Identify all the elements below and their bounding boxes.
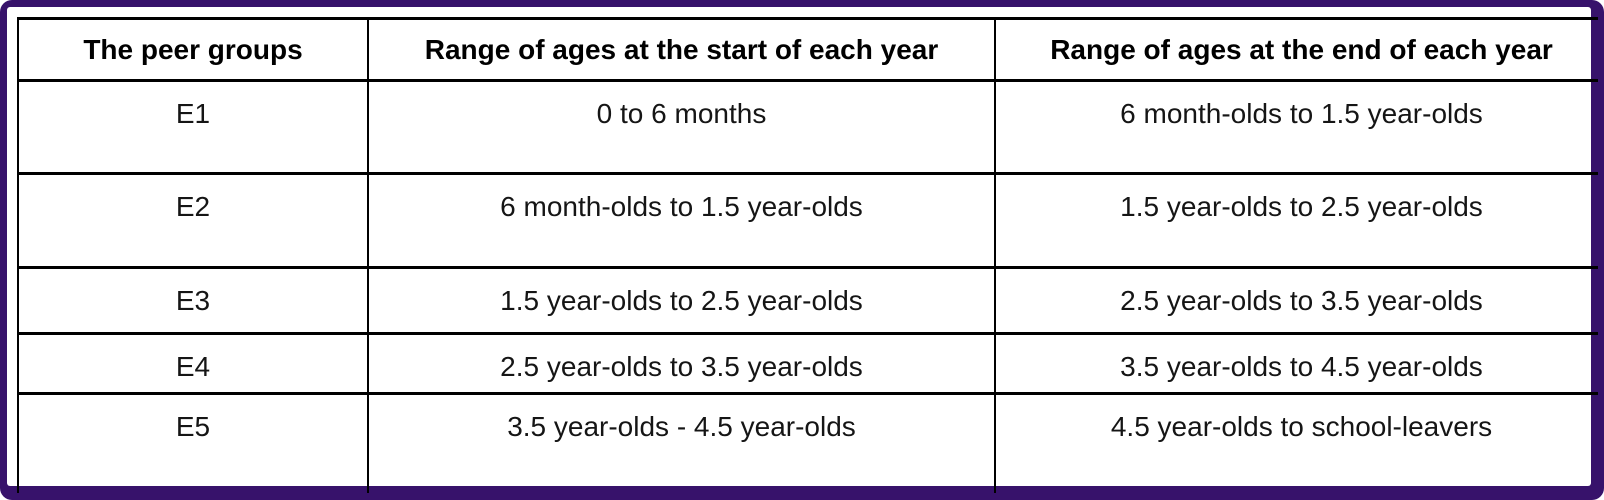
- page-background: The peer groups Range of ages at the sta…: [7, 7, 1598, 493]
- header-end-range: Range of ages at the end of each year: [994, 17, 1598, 82]
- start-range-cell: 0 to 6 months: [367, 79, 996, 175]
- peer-group-cell: E1: [17, 79, 369, 175]
- table-row: E3 1.5 year-olds to 2.5 year-olds 2.5 ye…: [17, 266, 1598, 335]
- peer-groups-table: The peer groups Range of ages at the sta…: [17, 17, 1598, 493]
- end-range-cell: 3.5 year-olds to 4.5 year-olds: [994, 332, 1598, 395]
- peer-group-cell: E5: [17, 392, 369, 493]
- peer-group-cell: E4: [17, 332, 369, 395]
- header-start-range: Range of ages at the start of each year: [367, 17, 996, 82]
- end-range-cell: 1.5 year-olds to 2.5 year-olds: [994, 172, 1598, 269]
- start-range-cell: 1.5 year-olds to 2.5 year-olds: [367, 266, 996, 335]
- start-range-cell: 2.5 year-olds to 3.5 year-olds: [367, 332, 996, 395]
- start-range-cell: 6 month-olds to 1.5 year-olds: [367, 172, 996, 269]
- table-row: E4 2.5 year-olds to 3.5 year-olds 3.5 ye…: [17, 332, 1598, 395]
- header-row: The peer groups Range of ages at the sta…: [17, 17, 1598, 82]
- peer-group-cell: E3: [17, 266, 369, 335]
- end-range-cell: 4.5 year-olds to school-leavers: [994, 392, 1598, 493]
- end-range-cell: 6 month-olds to 1.5 year-olds: [994, 79, 1598, 175]
- table-row: E5 3.5 year-olds - 4.5 year-olds 4.5 yea…: [17, 392, 1598, 493]
- header-peer-groups: The peer groups: [17, 17, 369, 82]
- end-range-cell: 2.5 year-olds to 3.5 year-olds: [994, 266, 1598, 335]
- peer-group-cell: E2: [17, 172, 369, 269]
- table-row: E2 6 month-olds to 1.5 year-olds 1.5 yea…: [17, 172, 1598, 269]
- table-row: E1 0 to 6 months 6 month-olds to 1.5 yea…: [17, 79, 1598, 175]
- start-range-cell: 3.5 year-olds - 4.5 year-olds: [367, 392, 996, 493]
- table-clip-region: The peer groups Range of ages at the sta…: [17, 17, 1598, 493]
